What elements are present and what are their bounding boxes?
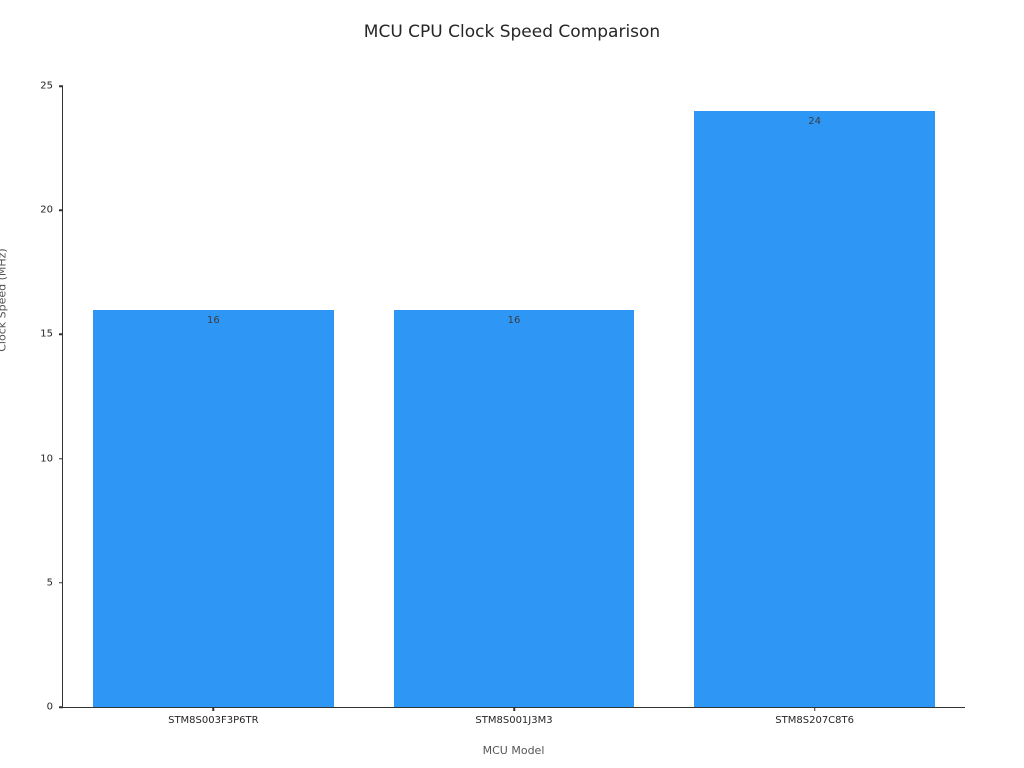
x-tick-label-STM8S207C8T6: STM8S207C8T6 bbox=[775, 715, 855, 726]
x-tick-mark bbox=[513, 707, 515, 711]
chart-title: MCU CPU Clock Speed Comparison bbox=[363, 22, 661, 42]
bar-value-label: 24 bbox=[808, 115, 822, 127]
y-tick-label: 20 bbox=[40, 204, 53, 216]
x-tick-label-STM8S001J3M3: STM8S001J3M3 bbox=[475, 715, 553, 726]
y-axis-label: Clock Speed (MHz) bbox=[0, 248, 9, 352]
plot-area: 0 5 10 15 20 25 16 STM8S003F3P6TR 16 STM8S001J3M3… bbox=[40, 81, 965, 726]
x-tick-mark bbox=[813, 707, 816, 711]
y-tick-label: 5 bbox=[46, 577, 53, 589]
y-tick-label: 25 bbox=[40, 80, 53, 92]
y-tick-label: 15 bbox=[40, 328, 53, 340]
y-tick-label: 10 bbox=[40, 453, 53, 465]
y-tick-mark bbox=[59, 85, 63, 87]
y-tick-label: 0 bbox=[46, 701, 53, 713]
y-tick-mark bbox=[59, 582, 63, 584]
y-tick-mark bbox=[59, 457, 63, 460]
bar-STM8S003F3P6TR: 16 bbox=[93, 309, 334, 707]
bar-STM8S207C8T6: 24 bbox=[694, 110, 935, 707]
y-tick-mark bbox=[59, 706, 63, 708]
y-tick-mark bbox=[59, 209, 63, 211]
x-tick-label-STM8S003F3P6TR: STM8S003F3P6TR bbox=[168, 715, 259, 726]
y-tick-mark bbox=[59, 333, 63, 336]
x-tick-mark bbox=[212, 707, 215, 711]
bar-value-label: 16 bbox=[206, 314, 220, 326]
bar-STM8S001J3M3: 16 bbox=[393, 309, 635, 707]
bar-value-label: 16 bbox=[507, 314, 521, 326]
x-axis-label: MCU Model bbox=[482, 744, 545, 757]
